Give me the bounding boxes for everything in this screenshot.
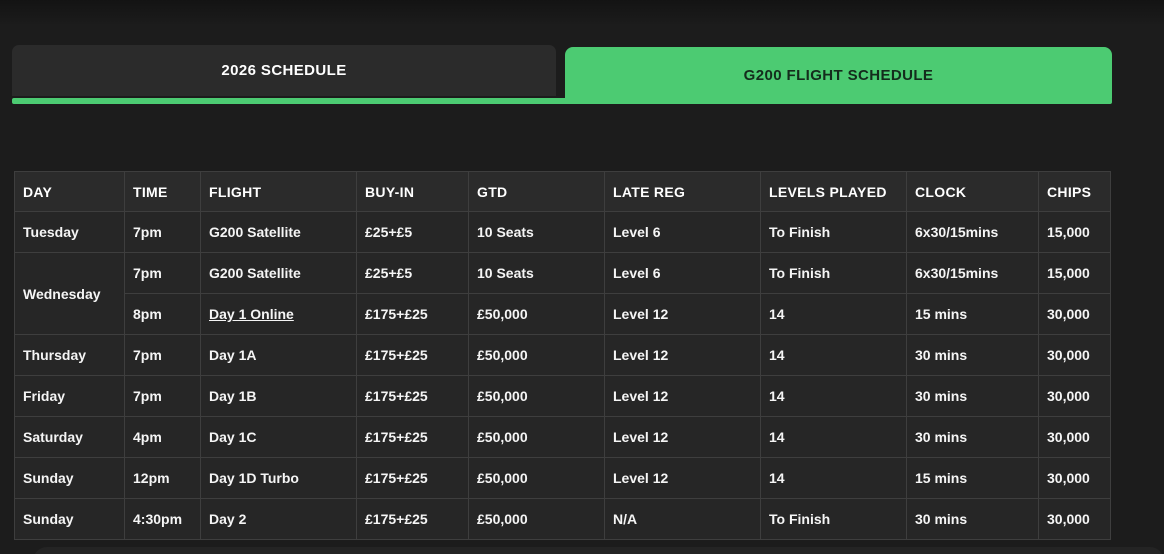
cell-levels-played: To Finish (760, 498, 907, 540)
cell-time: 4pm (124, 416, 201, 458)
cell-flight: Day 1B (200, 375, 357, 417)
column-header-time: TIME (124, 171, 201, 212)
cell-gtd: £50,000 (468, 498, 605, 540)
cell-time: 4:30pm (124, 498, 201, 540)
table-row: Wednesday 7pm G200 Satellite £25+£5 10 Seats… (14, 252, 1111, 335)
cell-late-reg: Level 12 (604, 293, 761, 335)
column-header-flight: FLIGHT (200, 171, 357, 212)
cell-flight: Day 1A (200, 334, 357, 376)
cell-late-reg: Level 12 (604, 334, 761, 376)
cell-day: Sunday (14, 457, 125, 499)
cell-clock: 30 mins (906, 375, 1039, 417)
cell-day: Sunday (14, 498, 125, 540)
cell-levels-played: To Finish (760, 252, 907, 294)
cell-clock: 6x30/15mins (906, 252, 1039, 294)
cell-clock: 6x30/15mins (906, 211, 1039, 253)
cell-time: 7pm (124, 211, 201, 253)
flight-link[interactable]: Day 1 Online (209, 306, 294, 322)
cell-gtd: £50,000 (468, 334, 605, 376)
cell-buy-in: £175+£25 (356, 375, 469, 417)
cell-buy-in: £25+£5 (356, 252, 469, 294)
column-header-levels-played: LEVELS PLAYED (760, 171, 907, 212)
column-header-late-reg: LATE REG (604, 171, 761, 212)
cell-day: Tuesday (14, 211, 125, 253)
cell-time: 7pm (124, 375, 201, 417)
cell-flight: Day 1 Online (200, 293, 357, 335)
tab-underline (12, 98, 1112, 104)
column-header-day: DAY (14, 171, 125, 212)
cell-levels-played: 14 (760, 375, 907, 417)
cell-late-reg: Level 6 (604, 211, 761, 253)
cell-day: Friday (14, 375, 125, 417)
table-row: Friday 7pm Day 1B £175+£25 £50,000 Level 12 14… (14, 375, 1111, 417)
cell-buy-in: £175+£25 (356, 334, 469, 376)
cell-day: Saturday (14, 416, 125, 458)
cell-buy-in: £175+£25 (356, 498, 469, 540)
cell-late-reg: Level 12 (604, 416, 761, 458)
cell-chips: 15,000 (1038, 211, 1111, 253)
cell-clock: 30 mins (906, 416, 1039, 458)
cell-buy-in: £175+£25 (356, 416, 469, 458)
cell-late-reg: Level 12 (604, 375, 761, 417)
cell-levels-played: 14 (760, 293, 907, 335)
cell-levels-played: 14 (760, 457, 907, 499)
cell-flight: Day 1D Turbo (200, 457, 357, 499)
top-gradient-strip (0, 0, 1164, 26)
cell-day: Thursday (14, 334, 125, 376)
cell-time: 7pm (124, 334, 201, 376)
cell-chips: 30,000 (1038, 457, 1111, 499)
table-header-row: DAY TIME FLIGHT BUY-IN GTD LATE REG LEVELS PLA… (14, 171, 1111, 212)
tab-2026-schedule[interactable]: 2026 SCHEDULE (12, 45, 556, 96)
cell-chips: 15,000 (1038, 252, 1111, 294)
cell-gtd: £50,000 (468, 293, 605, 335)
cell-gtd: £50,000 (468, 416, 605, 458)
cell-chips: 30,000 (1038, 498, 1111, 540)
flight-schedule-table: DAY TIME FLIGHT BUY-IN GTD LATE REG LEVELS PLA… (14, 171, 1111, 540)
cell-buy-in: £25+£5 (356, 211, 469, 253)
cell-chips: 30,000 (1038, 334, 1111, 376)
column-header-clock: CLOCK (906, 171, 1039, 212)
cell-gtd: £50,000 (468, 457, 605, 499)
cell-levels-played: 14 (760, 334, 907, 376)
cell-chips: 30,000 (1038, 293, 1111, 335)
next-section-card (33, 547, 1164, 554)
table-row: Saturday 4pm Day 1C £175+£25 £50,000 Level 12… (14, 416, 1111, 458)
tab-g200-flight-schedule[interactable]: G200 FLIGHT SCHEDULE (565, 47, 1112, 104)
cell-clock: 15 mins (906, 293, 1039, 335)
cell-late-reg: Level 6 (604, 252, 761, 294)
cell-clock: 30 mins (906, 334, 1039, 376)
cell-buy-in: £175+£25 (356, 457, 469, 499)
tab-bar: 2026 SCHEDULE G200 FLIGHT SCHEDULE (12, 45, 1112, 104)
table-row: Tuesday 7pm G200 Satellite £25+£5 10 Seats Le… (14, 211, 1111, 253)
cell-flight: G200 Satellite (200, 252, 357, 294)
cell-chips: 30,000 (1038, 416, 1111, 458)
table-row: Sunday 12pm Day 1D Turbo £175+£25 £50,000 Lev… (14, 457, 1111, 499)
cell-time: 7pm (124, 252, 201, 294)
cell-gtd: 10 Seats (468, 211, 605, 253)
cell-day: Wednesday (14, 252, 125, 335)
cell-buy-in: £175+£25 (356, 293, 469, 335)
cell-gtd: £50,000 (468, 375, 605, 417)
cell-clock: 30 mins (906, 498, 1039, 540)
cell-flight: Day 2 (200, 498, 357, 540)
column-header-buy-in: BUY-IN (356, 171, 469, 212)
cell-late-reg: Level 12 (604, 457, 761, 499)
cell-flight: G200 Satellite (200, 211, 357, 253)
cell-clock: 15 mins (906, 457, 1039, 499)
cell-levels-played: To Finish (760, 211, 907, 253)
cell-chips: 30,000 (1038, 375, 1111, 417)
cell-flight: Day 1C (200, 416, 357, 458)
cell-gtd: 10 Seats (468, 252, 605, 294)
cell-time: 8pm (124, 293, 201, 335)
cell-late-reg: N/A (604, 498, 761, 540)
cell-levels-played: 14 (760, 416, 907, 458)
table-row: Sunday 4:30pm Day 2 £175+£25 £50,000 N/A To Fi… (14, 498, 1111, 540)
column-header-chips: CHIPS (1038, 171, 1111, 212)
column-header-gtd: GTD (468, 171, 605, 212)
table-row: Thursday 7pm Day 1A £175+£25 £50,000 Level 12… (14, 334, 1111, 376)
table-row: 8pm Day 1 Online £175+£25 £50,000 Level 12 14… (15, 293, 1111, 335)
cell-time: 12pm (124, 457, 201, 499)
